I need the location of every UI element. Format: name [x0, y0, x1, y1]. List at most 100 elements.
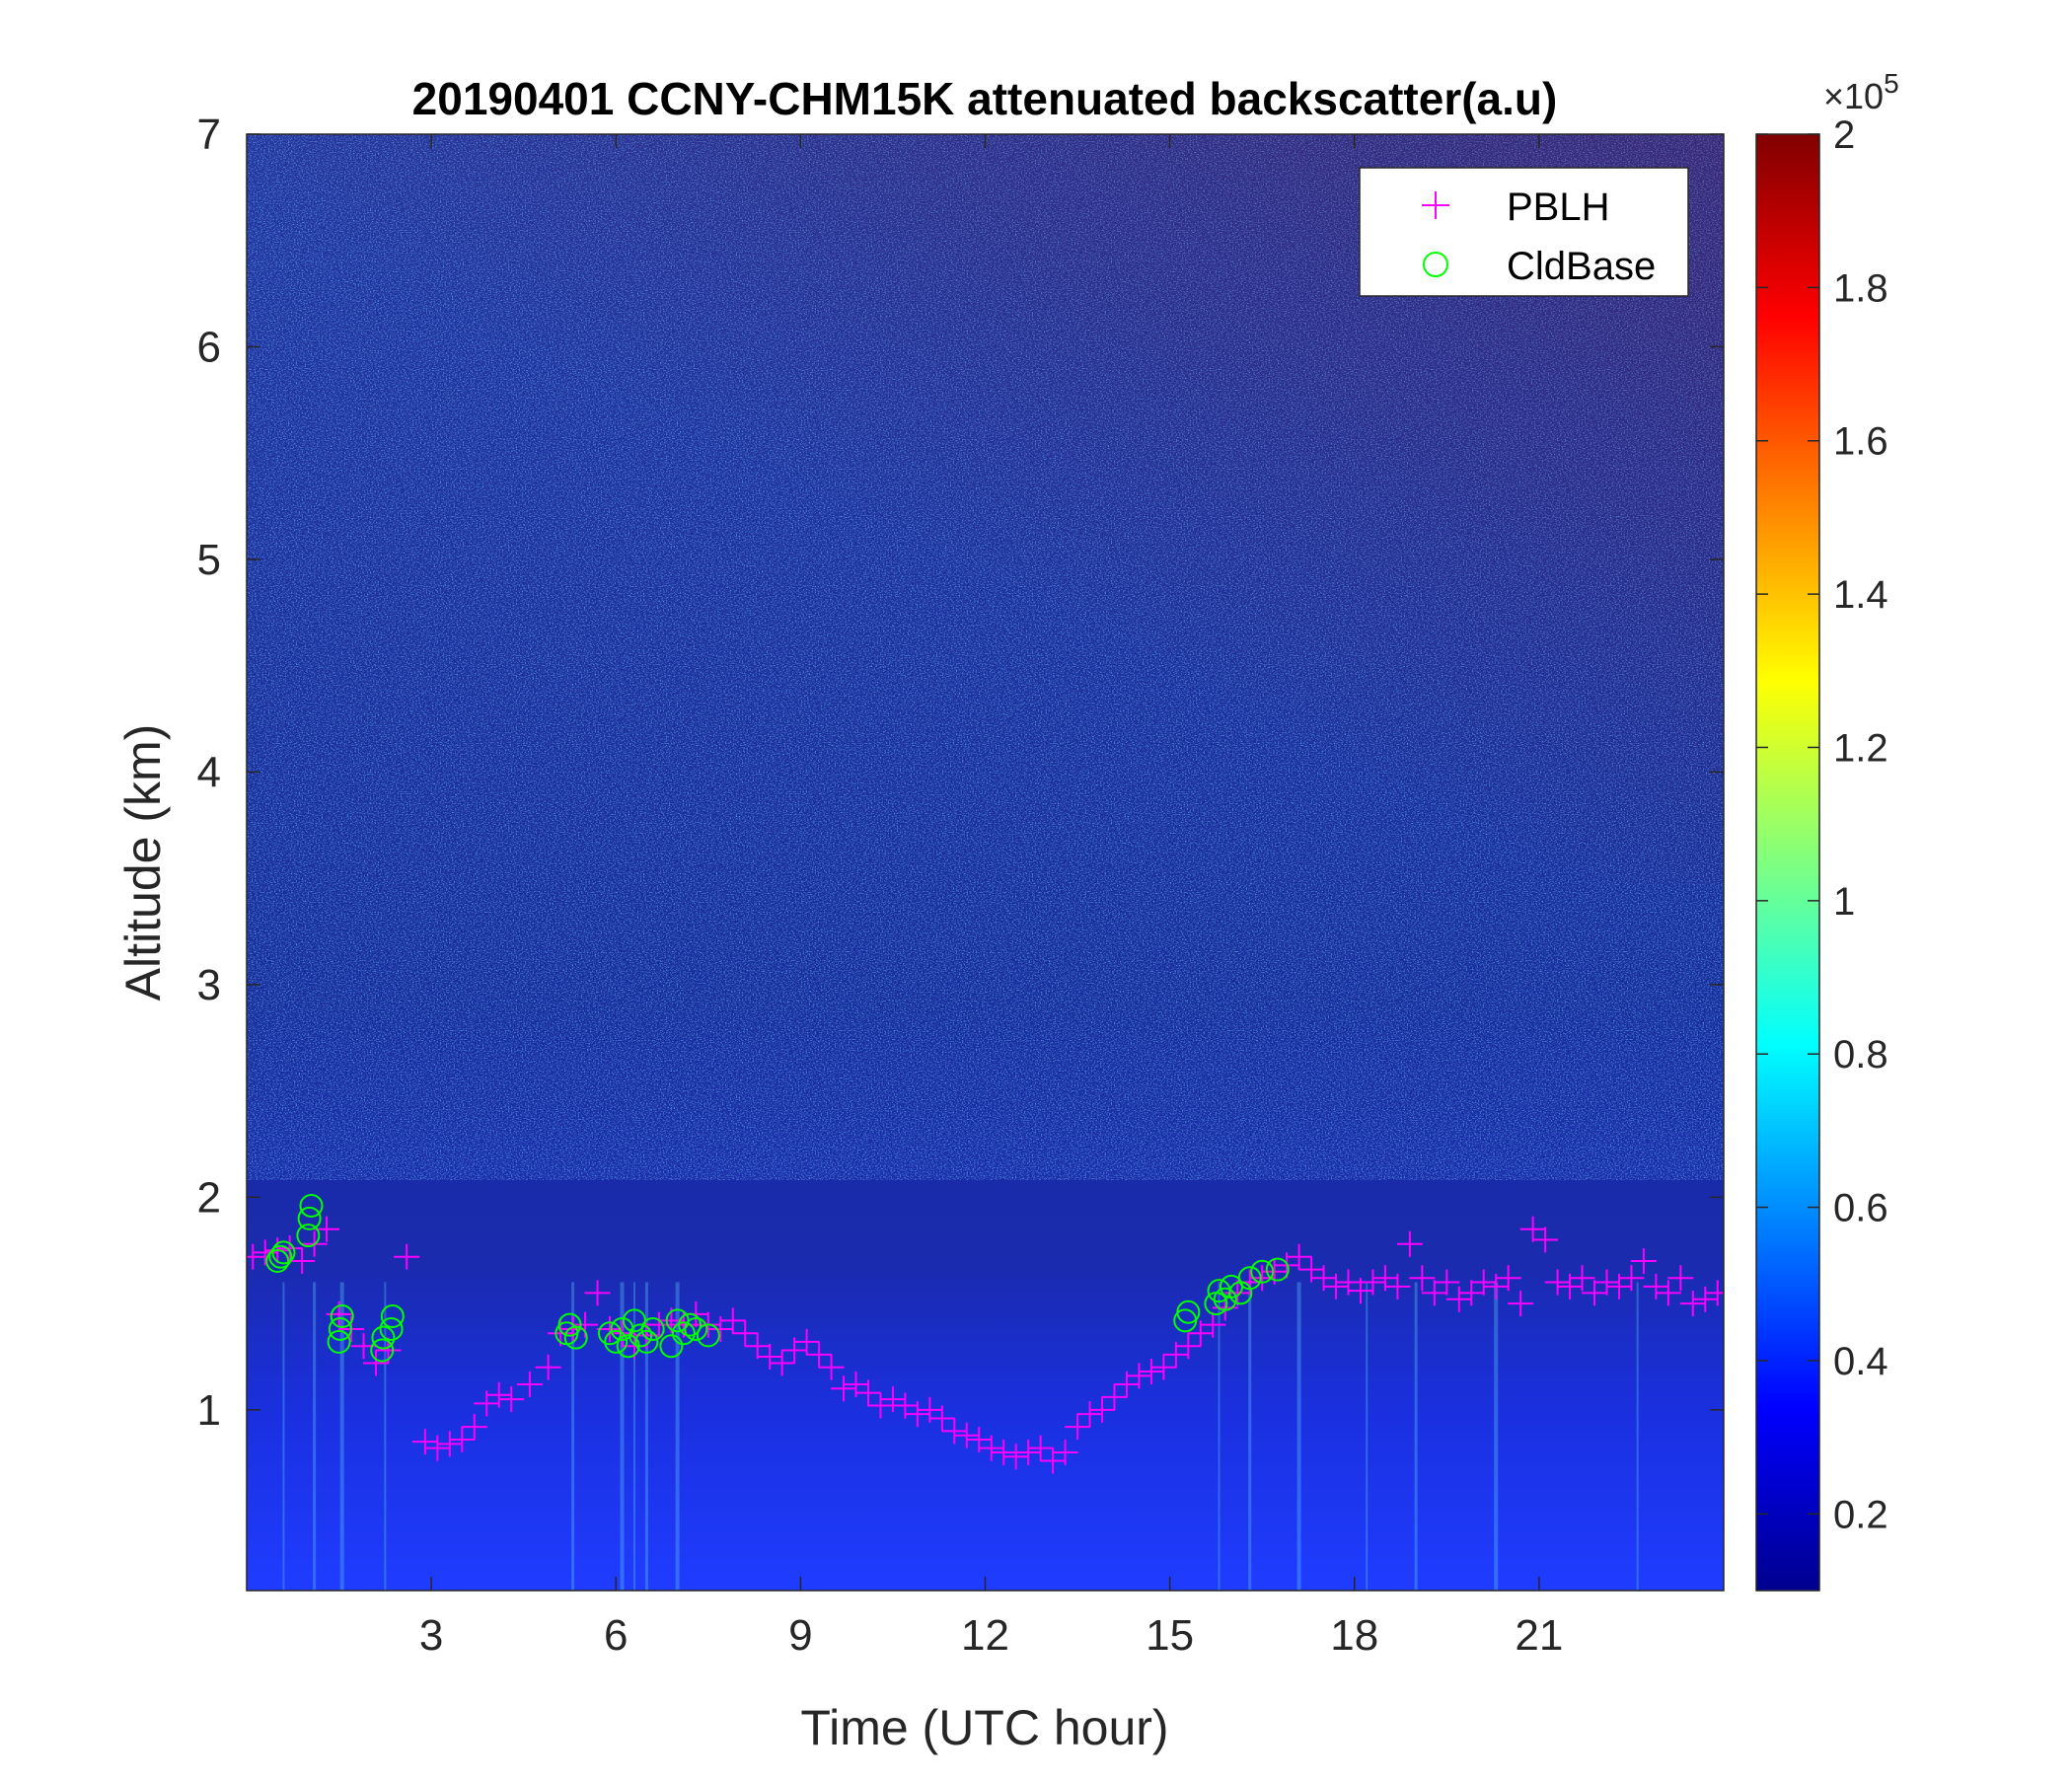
y-tick-label: 7 [197, 111, 221, 159]
pblh-marker [1286, 1243, 1312, 1270]
cldbase-marker [371, 1325, 396, 1350]
pblh-marker [436, 1431, 463, 1457]
pblh-marker [806, 1341, 833, 1368]
cldbase-marker [268, 1244, 293, 1269]
cldbase-marker [380, 1304, 405, 1329]
cldbase-marker [640, 1316, 665, 1341]
pblh-marker [1138, 1359, 1164, 1385]
pblh-marker [1200, 1311, 1226, 1338]
legend-label-pblh: PBLH [1507, 186, 1610, 229]
pblh-marker [1519, 1216, 1546, 1242]
colorbar-tick-label: 0.6 [1833, 1187, 1888, 1230]
cldbase-marker [330, 1304, 354, 1329]
x-tick-label: 18 [1330, 1611, 1378, 1660]
pblh-marker [978, 1435, 1004, 1461]
colorbar-tick-label: 0.8 [1833, 1033, 1888, 1076]
cldbase-marker [328, 1316, 352, 1341]
colorbar-tick-label: 1.6 [1833, 420, 1888, 464]
pblh-marker [461, 1414, 487, 1441]
colorbar-tick-label: 0.4 [1833, 1340, 1888, 1383]
cldbase-marker [1237, 1266, 1262, 1291]
pblh-marker [584, 1280, 611, 1306]
pblh-marker [831, 1375, 857, 1402]
pblh-marker [1384, 1273, 1411, 1299]
colorbar-tick-label: 2 [1833, 113, 1855, 157]
chart-title: 20190401 CCNY-CHM15K attenuated backscat… [412, 73, 1558, 124]
pblh-marker [1076, 1401, 1103, 1428]
pblh-marker [1643, 1273, 1669, 1299]
pblh-marker [1101, 1383, 1128, 1410]
pblh-marker [1409, 1265, 1436, 1292]
pblh-marker [1175, 1333, 1202, 1360]
pblh-marker [1692, 1286, 1719, 1312]
legend-box [1359, 167, 1689, 297]
colorbar-tick-label: 1.8 [1833, 266, 1888, 310]
pblh-marker [597, 1315, 624, 1342]
pblh-marker [1126, 1363, 1152, 1389]
pblh-marker [1458, 1280, 1485, 1306]
pblh-marker [1569, 1265, 1595, 1292]
cldbase-marker [671, 1321, 696, 1346]
pblh-marker [941, 1418, 968, 1445]
cldbase-marker [370, 1338, 395, 1363]
y-tick-label: 1 [197, 1386, 221, 1435]
pblh-marker [991, 1439, 1017, 1465]
pblh-marker [1630, 1248, 1657, 1275]
colorbar-tick-label: 1.4 [1833, 573, 1888, 617]
cldbase-marker [299, 1193, 324, 1218]
cldbase-marker [684, 1316, 708, 1341]
pblh-marker [1015, 1439, 1042, 1465]
y-tick-label: 6 [197, 323, 221, 371]
y-tick-label: 4 [197, 748, 221, 796]
x-tick-label: 15 [1146, 1611, 1194, 1660]
pblh-marker [953, 1422, 980, 1448]
pblh-marker [424, 1435, 451, 1461]
pblh-marker [394, 1243, 420, 1270]
cldbase-marker [634, 1329, 659, 1354]
pblh-marker [1445, 1286, 1472, 1312]
pblh-marker [1667, 1265, 1694, 1292]
pblh-marker [1470, 1269, 1497, 1296]
pblh-marker [1089, 1396, 1116, 1423]
legend-item-cldbase[interactable]: CldBase [1423, 245, 1656, 288]
colorbar-ticks: 0.2 0.4 0.6 0.8 1 1.2 1.4 1.6 1.8 2 [1756, 113, 1888, 1536]
pblh-marker [1396, 1230, 1423, 1257]
x-axis: 3 6 9 12 15 18 21 [419, 134, 1563, 1660]
cldbase-marker [696, 1323, 720, 1348]
colorbar-tick-label: 1 [1833, 880, 1855, 924]
plot-area [247, 134, 1724, 1591]
legend[interactable]: PBLH CldBase [1359, 167, 1689, 297]
pblh-marker [1704, 1280, 1724, 1306]
pblh-marker [276, 1235, 303, 1262]
legend-label-cldbase: CldBase [1507, 245, 1656, 288]
cldbase-marker [604, 1329, 629, 1354]
cldbase-marker [265, 1249, 290, 1274]
pblh-marker [879, 1386, 906, 1413]
y-axis: 1 2 3 4 5 6 7 [197, 111, 1724, 1435]
cldbase-marker [659, 1334, 684, 1359]
pblh-marker [1532, 1226, 1559, 1253]
pblh-marker [867, 1392, 894, 1419]
cldbase-marker [1176, 1299, 1201, 1324]
pblh-marker [1360, 1269, 1386, 1296]
cldbase-marker [629, 1323, 653, 1348]
pblh-marker [854, 1379, 881, 1406]
pblh-marker [1421, 1280, 1447, 1306]
y-tick-label: 2 [197, 1173, 221, 1222]
pblh-marker [1065, 1414, 1091, 1441]
cldbase-marker [1265, 1257, 1290, 1282]
pblh-marker [732, 1320, 759, 1347]
cldbase-marker [296, 1224, 321, 1248]
x-axis-label: Time (UTC hour) [800, 1700, 1168, 1755]
pblh-marker [1323, 1273, 1350, 1299]
pblh-marker [1593, 1269, 1620, 1296]
pblh-marker [247, 1243, 266, 1270]
colorbar-multiplier: ×105 [1823, 68, 1899, 116]
colorbar-tick-label: 0.2 [1833, 1493, 1888, 1536]
legend-item-pblh[interactable]: PBLH [1422, 186, 1610, 229]
legend-cldbase-circle-marker [1423, 252, 1448, 277]
cldbase-marker [271, 1240, 296, 1265]
pblh-marker [1002, 1444, 1029, 1470]
pblh-marker [1150, 1354, 1177, 1380]
